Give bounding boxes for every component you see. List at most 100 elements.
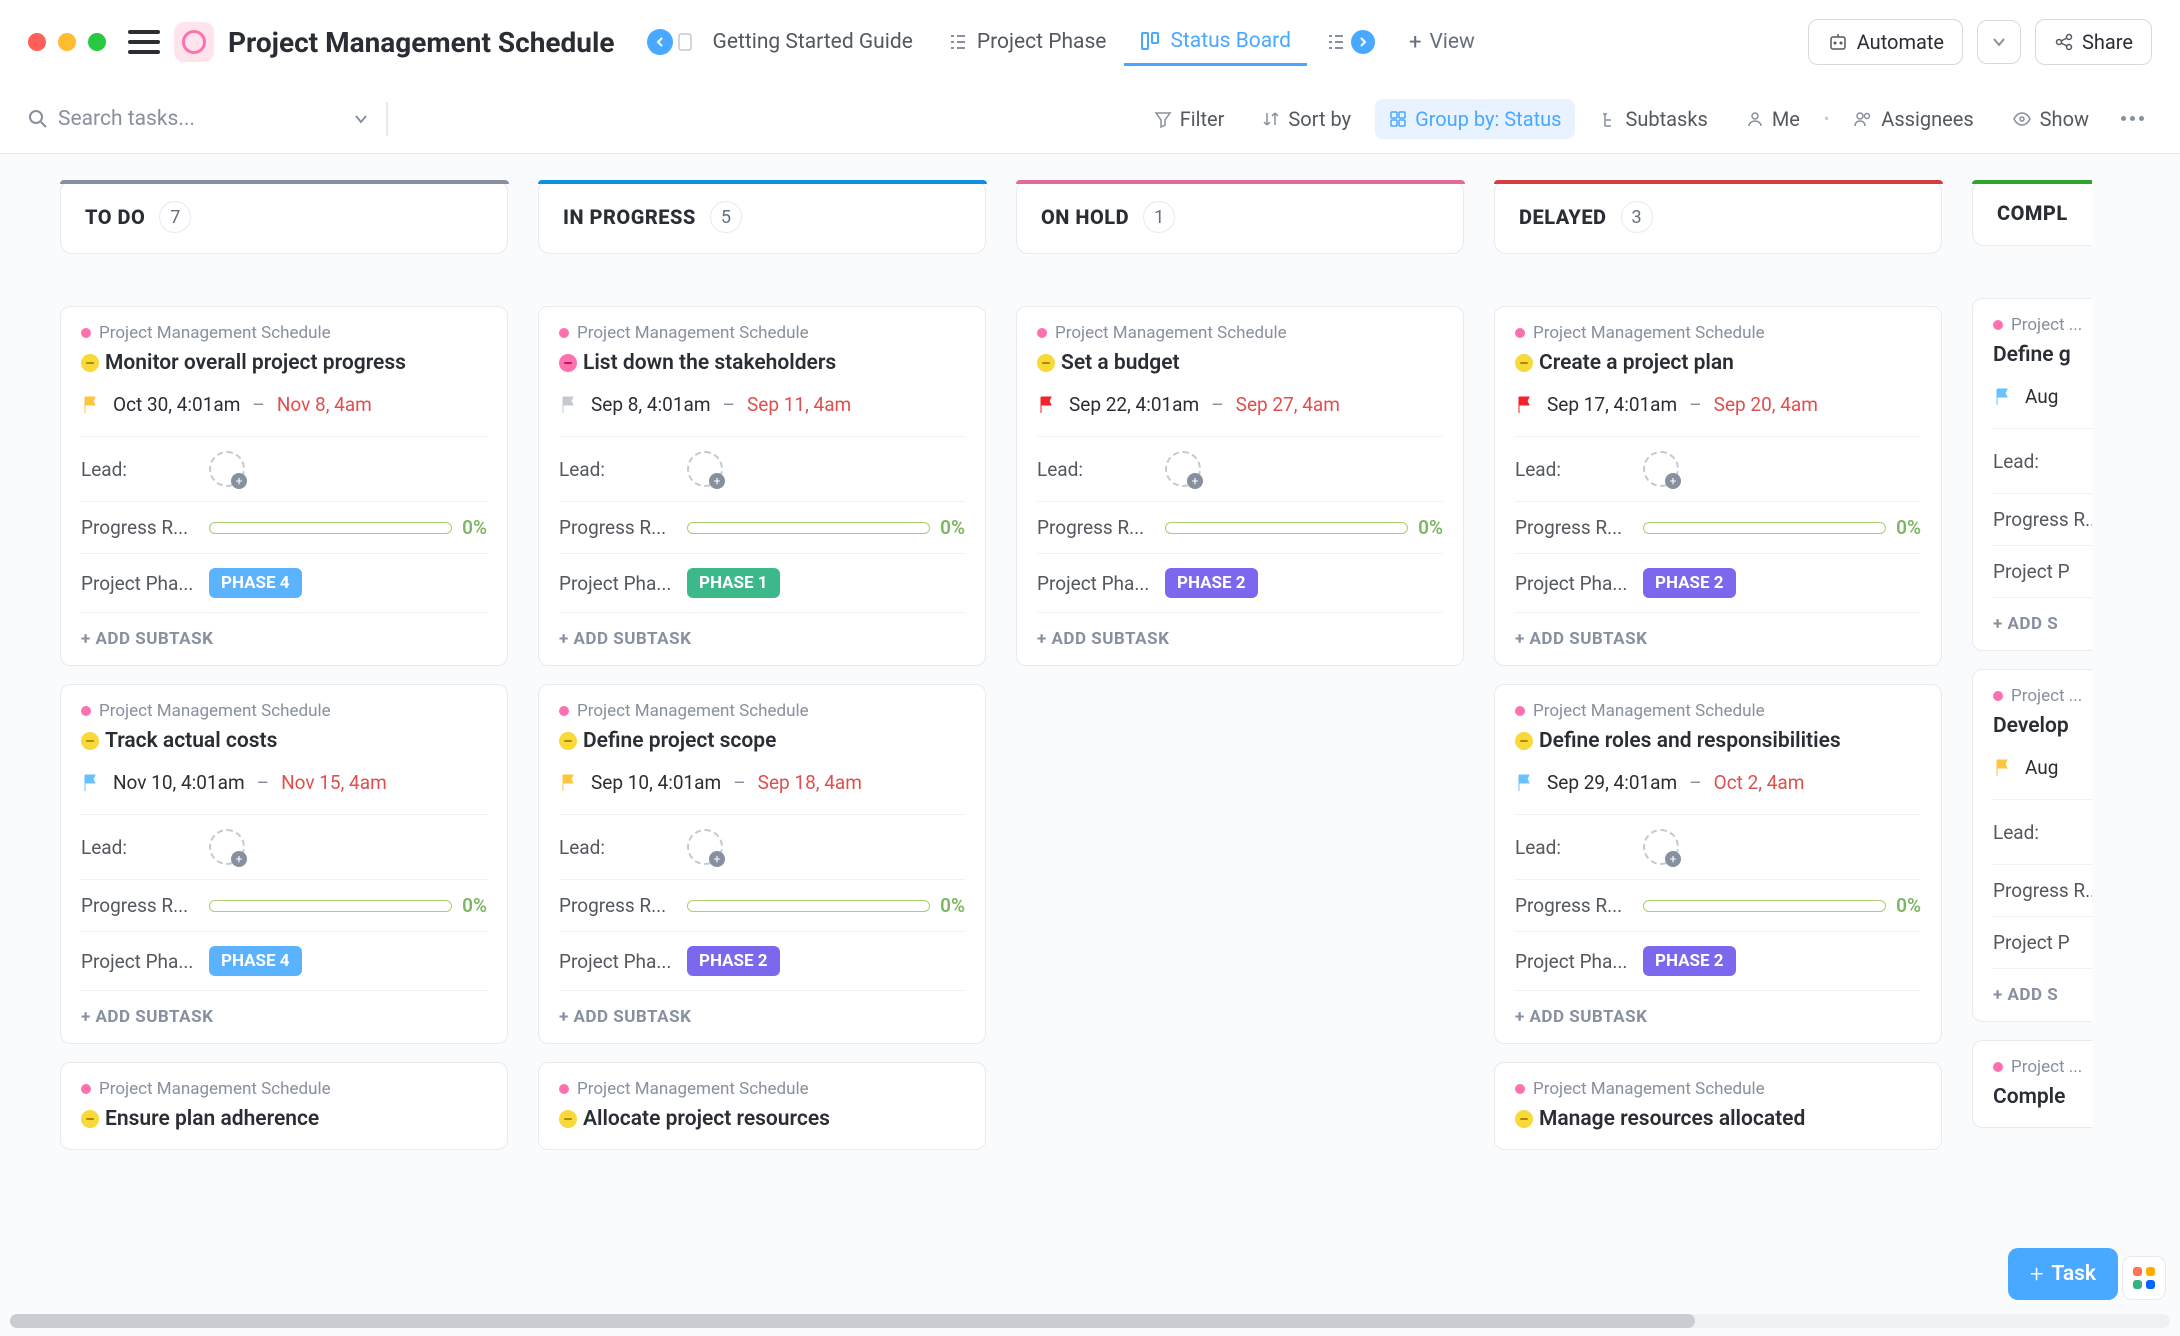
- search-input[interactable]: Search tasks...: [28, 107, 368, 131]
- column-header[interactable]: ON HOLD 1: [1016, 180, 1464, 254]
- task-card[interactable]: Project Management Schedule List down th…: [538, 306, 986, 666]
- phase-field[interactable]: Project P: [1993, 545, 2092, 597]
- task-card[interactable]: Project Management Schedule Define roles…: [1494, 684, 1942, 1044]
- phase-field[interactable]: Project Pha...PHASE 2: [1515, 553, 1921, 612]
- lead-field[interactable]: Lead:: [81, 436, 487, 501]
- project-dot-icon: [559, 1084, 569, 1094]
- start-date: Sep 8, 4:01am: [591, 393, 711, 416]
- lead-field[interactable]: Lead:: [559, 814, 965, 879]
- flag-icon: [1515, 773, 1535, 793]
- phase-field[interactable]: Project P: [1993, 916, 2092, 968]
- tab-getting-started[interactable]: Getting Started Guide: [697, 20, 929, 64]
- task-card[interactable]: Project ... Define g Aug Lead: Progress …: [1972, 298, 2092, 651]
- lead-field[interactable]: Lead:: [81, 814, 487, 879]
- add-subtask-button[interactable]: + ADD SUBTASK: [1037, 612, 1443, 665]
- tab-status-board[interactable]: Status Board: [1124, 19, 1307, 66]
- apps-button[interactable]: [2122, 1256, 2166, 1300]
- add-subtask-button[interactable]: + ADD S: [1993, 597, 2092, 650]
- lead-field[interactable]: Lead:: [1993, 428, 2092, 493]
- back-icon[interactable]: [647, 29, 673, 55]
- phase-field[interactable]: Project Pha...PHASE 4: [81, 931, 487, 990]
- add-subtask-button[interactable]: + ADD SUBTASK: [81, 990, 487, 1043]
- lead-field[interactable]: Lead:: [1515, 814, 1921, 879]
- progress-field[interactable]: Progress R...0%: [1993, 493, 2092, 545]
- tab-label: Project Phase: [977, 30, 1107, 54]
- automate-button[interactable]: Automate: [1808, 19, 1963, 65]
- close-window[interactable]: [28, 33, 46, 51]
- project-dot-icon: [1993, 1062, 2003, 1072]
- task-card[interactable]: Project Management Schedule Ensure plan …: [60, 1062, 508, 1150]
- phase-field[interactable]: Project Pha...PHASE 1: [559, 553, 965, 612]
- task-card[interactable]: Project Management Schedule Set a budget…: [1016, 306, 1464, 666]
- horizontal-scrollbar[interactable]: [10, 1314, 2170, 1328]
- subtasks-button[interactable]: Subtasks: [1585, 99, 1721, 139]
- progress-field[interactable]: Progress R...0%: [1037, 501, 1443, 553]
- add-subtask-button[interactable]: + ADD S: [1993, 968, 2092, 1021]
- add-view-button[interactable]: + View: [1393, 20, 1491, 65]
- minimize-window[interactable]: [58, 33, 76, 51]
- start-date: Sep 10, 4:01am: [591, 771, 721, 794]
- phase-field[interactable]: Project Pha...PHASE 4: [81, 553, 487, 612]
- column-header[interactable]: COMPL: [1972, 180, 2092, 246]
- filter-button[interactable]: Filter: [1140, 99, 1239, 139]
- progress-field[interactable]: Progress R...0%: [81, 501, 487, 553]
- task-card[interactable]: Project Management Schedule Track actual…: [60, 684, 508, 1044]
- progress-field[interactable]: Progress R...0%: [1515, 501, 1921, 553]
- task-card[interactable]: Project Management Schedule Manage resou…: [1494, 1062, 1942, 1150]
- progress-field[interactable]: Progress R...0%: [81, 879, 487, 931]
- add-subtask-button[interactable]: + ADD SUBTASK: [1515, 990, 1921, 1043]
- lead-field[interactable]: Lead:: [1993, 799, 2092, 864]
- tab-unnamed[interactable]: [1309, 20, 1391, 64]
- assignee-avatar[interactable]: [1643, 829, 1679, 865]
- phase-field[interactable]: Project Pha...PHASE 2: [559, 931, 965, 990]
- new-task-button[interactable]: + Task: [2008, 1248, 2118, 1300]
- field-label: Lead:: [1037, 458, 1155, 481]
- add-subtask-button[interactable]: + ADD SUBTASK: [1515, 612, 1921, 665]
- phase-field[interactable]: Project Pha...PHASE 2: [1515, 931, 1921, 990]
- column-header[interactable]: IN PROGRESS 5: [538, 180, 986, 254]
- project-dot-icon: [81, 328, 91, 338]
- sort-button[interactable]: Sort by: [1248, 99, 1365, 139]
- lead-field[interactable]: Lead:: [1037, 436, 1443, 501]
- date-row: Nov 10, 4:01am– Nov 15, 4am: [81, 771, 487, 794]
- add-subtask-button[interactable]: + ADD SUBTASK: [559, 612, 965, 665]
- task-card[interactable]: Project ... Develop Aug Lead: Progress R…: [1972, 669, 2092, 1022]
- assignee-avatar[interactable]: [1643, 451, 1679, 487]
- task-card[interactable]: Project Management Schedule Allocate pro…: [538, 1062, 986, 1150]
- more-button[interactable]: [2113, 108, 2152, 129]
- assignee-avatar[interactable]: [1165, 451, 1201, 487]
- assignee-avatar[interactable]: [687, 829, 723, 865]
- menu-icon[interactable]: [128, 30, 160, 54]
- tab-project-phase[interactable]: Project Phase: [931, 20, 1123, 64]
- phase-field[interactable]: Project Pha...PHASE 2: [1037, 553, 1443, 612]
- add-subtask-button[interactable]: + ADD SUBTASK: [559, 990, 965, 1043]
- add-subtask-button[interactable]: + ADD SUBTASK: [81, 612, 487, 665]
- share-button[interactable]: Share: [2035, 19, 2152, 65]
- assignee-avatar[interactable]: [209, 451, 245, 487]
- task-card[interactable]: Project Management Schedule Create a pro…: [1494, 306, 1942, 666]
- show-button[interactable]: Show: [1998, 99, 2103, 139]
- task-card[interactable]: Project Management Schedule Monitor over…: [60, 306, 508, 666]
- chevron-down-icon[interactable]: [354, 112, 368, 126]
- assignees-button[interactable]: Assignees: [1839, 99, 1987, 139]
- progress-field[interactable]: Progress R...0%: [559, 879, 965, 931]
- column-header[interactable]: DELAYED 3: [1494, 180, 1942, 254]
- assignee-avatar[interactable]: [687, 451, 723, 487]
- status-icon: [81, 732, 99, 750]
- task-card[interactable]: Project ... Comple: [1972, 1040, 2092, 1128]
- progress-field[interactable]: Progress R...0%: [1515, 879, 1921, 931]
- lead-field[interactable]: Lead:: [559, 436, 965, 501]
- field-label: Project Pha...: [559, 950, 677, 973]
- progress-field[interactable]: Progress R...0%: [1993, 864, 2092, 916]
- me-button[interactable]: Me: [1732, 99, 1814, 139]
- task-card[interactable]: Project Management Schedule Define proje…: [538, 684, 986, 1044]
- project-dot-icon: [1515, 706, 1525, 716]
- progress-field[interactable]: Progress R...0%: [559, 501, 965, 553]
- column-name: IN PROGRESS: [563, 205, 696, 229]
- maximize-window[interactable]: [88, 33, 106, 51]
- column-header[interactable]: TO DO 7: [60, 180, 508, 254]
- automate-dropdown[interactable]: [1977, 20, 2021, 64]
- assignee-avatar[interactable]: [209, 829, 245, 865]
- lead-field[interactable]: Lead:: [1515, 436, 1921, 501]
- group-button[interactable]: Group by: Status: [1375, 99, 1575, 139]
